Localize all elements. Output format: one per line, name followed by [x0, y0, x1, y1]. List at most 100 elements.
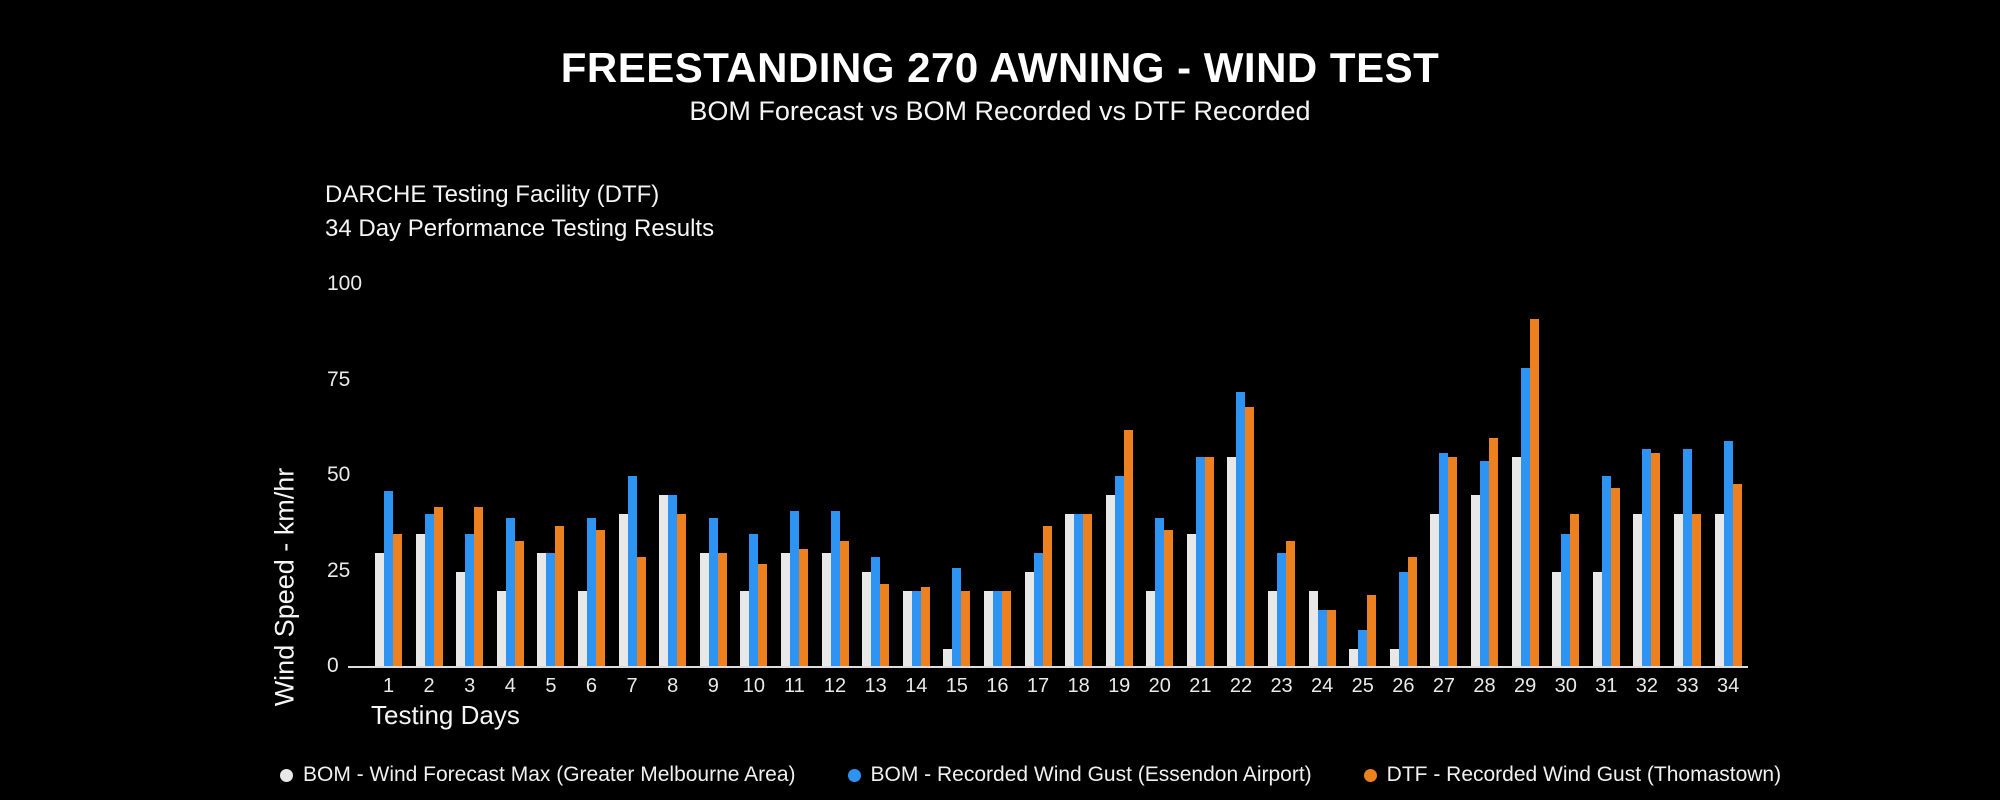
- bar: [1439, 452, 1449, 668]
- bar: [433, 506, 443, 668]
- bar: [943, 648, 953, 668]
- bar-group-day-25: 25: [1349, 284, 1377, 697]
- bar: [465, 533, 475, 668]
- x-tick-label: 27: [1432, 675, 1456, 697]
- bar: [1389, 648, 1399, 668]
- bar: [1714, 514, 1724, 668]
- legend-dot-icon: [1363, 768, 1377, 782]
- bar: [1186, 533, 1196, 668]
- bar: [456, 572, 466, 668]
- bar: [1317, 610, 1327, 668]
- bar: [1358, 629, 1368, 668]
- bar: [1552, 572, 1562, 668]
- bar: [1146, 591, 1156, 668]
- legend-label: BOM - Wind Forecast Max (Greater Melbour…: [303, 763, 796, 786]
- bar: [496, 591, 506, 668]
- bar: [902, 591, 912, 668]
- bar-group-day-18: 18: [1065, 284, 1093, 697]
- bar-group-day-8: 8: [659, 284, 687, 697]
- bar: [514, 541, 524, 668]
- bar: [1227, 456, 1237, 668]
- bar: [1407, 556, 1417, 668]
- x-tick-label: 8: [667, 675, 679, 697]
- x-tick-label: 31: [1595, 675, 1618, 697]
- bar-group-day-22: 22: [1227, 284, 1255, 697]
- legend-label: BOM - Recorded Wind Gust (Essendon Airpo…: [870, 763, 1312, 786]
- bar: [659, 495, 669, 668]
- bar: [668, 495, 678, 668]
- bar-group-day-12: 12: [821, 284, 849, 697]
- bar: [1520, 368, 1530, 668]
- bar: [983, 591, 993, 668]
- bar: [780, 552, 790, 668]
- y-tick-label: 0: [327, 654, 339, 677]
- bar: [1674, 514, 1683, 668]
- bar: [586, 518, 596, 668]
- bar: [862, 572, 872, 668]
- bar-group-day-15: 15: [943, 284, 971, 697]
- x-tick-label: 19: [1108, 675, 1131, 697]
- bar: [717, 552, 727, 668]
- bar-group-day-4: 4: [496, 284, 524, 697]
- x-tick-label: 23: [1270, 675, 1293, 697]
- bar: [1610, 487, 1620, 668]
- bar-group-day-13: 13: [862, 284, 890, 697]
- bar: [839, 541, 849, 668]
- y-tick-label: 50: [327, 463, 351, 486]
- x-tick-label: 18: [1067, 675, 1090, 697]
- bar: [1155, 518, 1165, 668]
- bar: [708, 518, 718, 668]
- x-tick-label: 33: [1676, 675, 1699, 697]
- bar: [1732, 483, 1742, 668]
- x-tick-label: 6: [585, 675, 598, 697]
- bar: [1277, 552, 1287, 668]
- bar: [1511, 456, 1521, 668]
- bar: [740, 591, 750, 668]
- bar: [537, 552, 547, 668]
- x-tick-label: 22: [1229, 675, 1253, 697]
- legend-dot-icon: [847, 768, 861, 782]
- bar: [1367, 595, 1377, 668]
- bar: [1164, 529, 1174, 668]
- x-tick-label: 14: [905, 675, 928, 697]
- bar-group-day-26: 26: [1389, 284, 1417, 697]
- bar-group-day-16: 16: [983, 284, 1011, 697]
- bar: [821, 552, 831, 668]
- bar: [1398, 572, 1408, 668]
- bar: [1024, 572, 1034, 668]
- bar: [474, 506, 484, 668]
- bar: [1065, 514, 1075, 668]
- x-tick-label: 9: [707, 675, 719, 697]
- x-axis-title: Testing Days: [371, 700, 520, 730]
- x-tick-label: 15: [945, 675, 968, 697]
- x-tick-label: 12: [823, 675, 847, 697]
- bar: [1105, 495, 1115, 668]
- y-tick-label: 75: [327, 367, 351, 391]
- bar-group-day-19: 19: [1105, 284, 1133, 697]
- x-tick-label: 28: [1473, 675, 1496, 697]
- bar-group-day-14: 14: [902, 284, 930, 697]
- bar: [880, 583, 890, 668]
- bar-group-day-7: 7: [618, 284, 646, 697]
- bar-group-day-24: 24: [1308, 284, 1336, 697]
- bar-group-day-32: 32: [1633, 284, 1661, 697]
- bar: [798, 548, 808, 668]
- bar: [1268, 591, 1278, 668]
- bar: [1245, 406, 1255, 668]
- bar: [1633, 514, 1643, 668]
- y-axis-title: Wind Speed - km/hr: [269, 467, 300, 707]
- legend-label: DTF - Recorded Wind Gust (Thomastown): [1386, 763, 1782, 786]
- bar-group-day-9: 9: [699, 284, 727, 697]
- bar: [415, 533, 425, 668]
- bar: [1308, 591, 1318, 668]
- x-tick-label: 3: [464, 675, 476, 697]
- bar-group-day-29: 29: [1511, 284, 1539, 697]
- bar: [830, 510, 840, 668]
- bar: [699, 552, 709, 668]
- bar: [789, 510, 799, 668]
- x-tick-label: 16: [986, 675, 1009, 697]
- bar: [393, 533, 402, 668]
- bar-group-day-10: 10: [740, 284, 768, 697]
- x-axis-line: [348, 666, 1748, 668]
